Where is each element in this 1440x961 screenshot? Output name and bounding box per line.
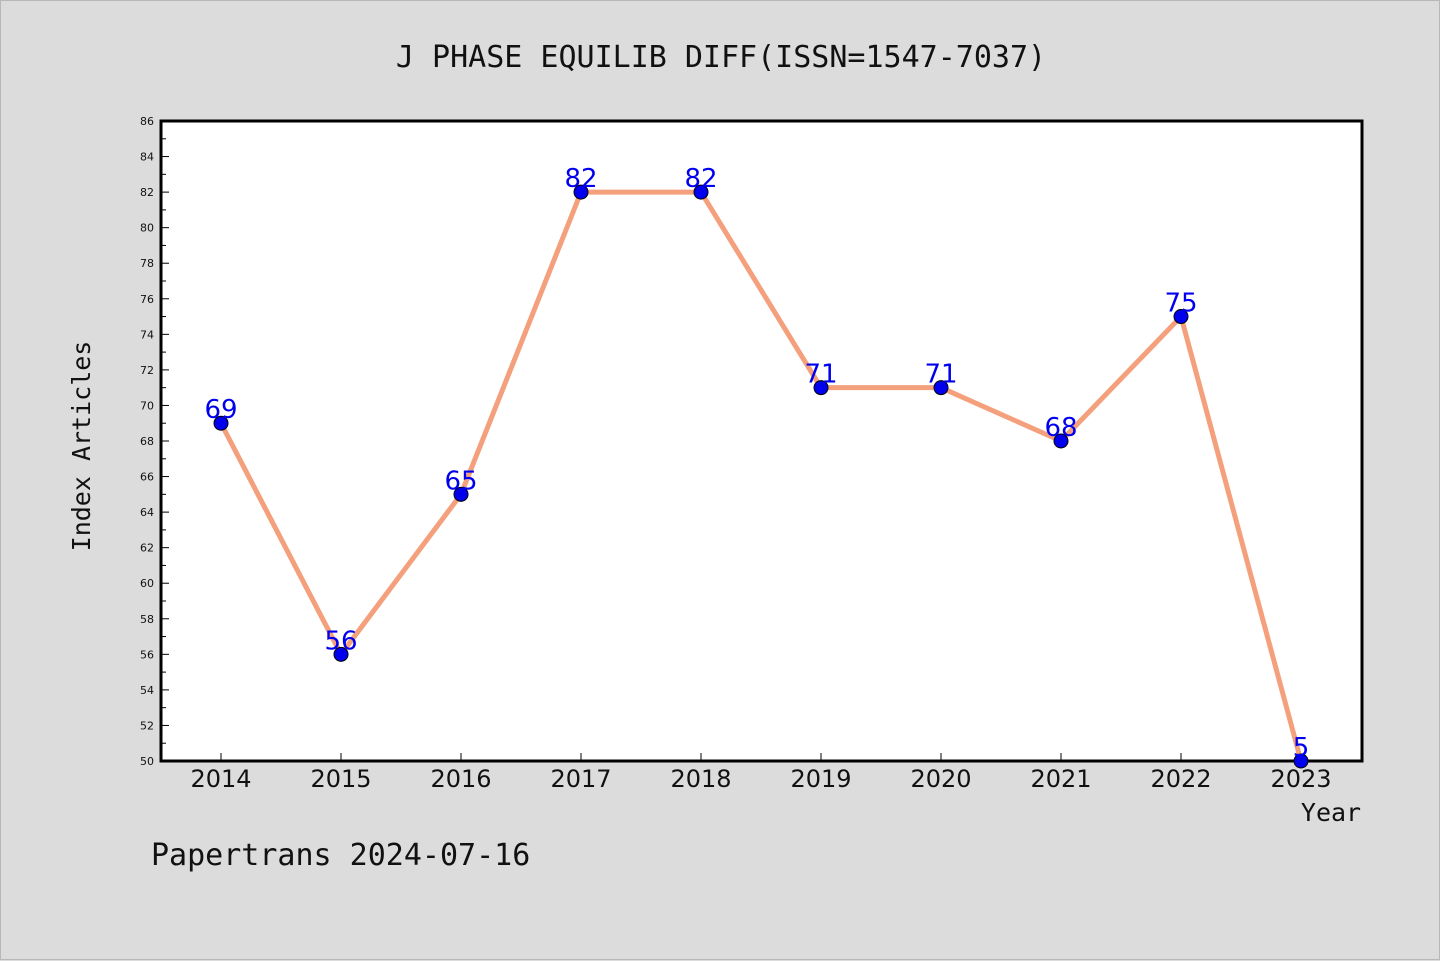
y-tick-label: 74 bbox=[140, 328, 154, 341]
y-tick-label: 52 bbox=[140, 719, 154, 732]
y-tick-label: 78 bbox=[140, 257, 154, 270]
data-label: 82 bbox=[564, 164, 597, 194]
data-point bbox=[933, 380, 949, 396]
markers-group bbox=[213, 184, 1309, 769]
y-tick-label: 68 bbox=[140, 435, 154, 448]
y-tick-label: 60 bbox=[140, 577, 154, 590]
x-tick-label: 2017 bbox=[550, 765, 611, 793]
data-point bbox=[693, 184, 709, 200]
data-label: 68 bbox=[1044, 413, 1077, 443]
x-tick-label: 2020 bbox=[910, 765, 971, 793]
data-label: 56 bbox=[324, 626, 357, 656]
data-point bbox=[813, 380, 829, 396]
data-label: 82 bbox=[684, 164, 717, 194]
series-line-group bbox=[218, 189, 1304, 762]
x-tick-label: 2019 bbox=[790, 765, 851, 793]
data-point bbox=[453, 486, 469, 502]
data-point bbox=[213, 415, 229, 431]
x-tick-label: 2023 bbox=[1270, 765, 1331, 793]
y-tick-label: 86 bbox=[140, 115, 154, 128]
x-axis: 2014 2015 2016 2017 2018 2019 2020 2021 2022 2023 bbox=[190, 753, 1332, 793]
data-point bbox=[1293, 753, 1309, 769]
y-tick-label: 82 bbox=[140, 186, 154, 199]
y-tick-label: 66 bbox=[140, 471, 154, 484]
x-tick-label: 2015 bbox=[310, 765, 371, 793]
x-tick-label: 2021 bbox=[1030, 765, 1091, 793]
data-label: 69 bbox=[204, 395, 237, 425]
data-point bbox=[573, 184, 589, 200]
y-tick-label: 84 bbox=[140, 151, 154, 164]
x-tick-label: 2022 bbox=[1150, 765, 1211, 793]
data-labels-group: 69 56 65 82 82 71 71 68 75 5 bbox=[204, 164, 1309, 763]
y-axis: 50 52 54 56 58 60 62 64 66 68 70 72 74 76 78 80 82 84 86 bbox=[140, 115, 169, 768]
y-tick-label: 50 bbox=[140, 755, 154, 768]
data-label: 65 bbox=[444, 466, 477, 496]
data-label: 75 bbox=[1164, 289, 1197, 319]
data-label: 71 bbox=[804, 360, 837, 390]
y-tick-label: 70 bbox=[140, 399, 154, 412]
data-point bbox=[333, 646, 349, 662]
y-tick-label: 76 bbox=[140, 293, 154, 306]
y-tick-label: 62 bbox=[140, 542, 154, 555]
x-tick-label: 2018 bbox=[670, 765, 731, 793]
data-point bbox=[1053, 433, 1069, 449]
y-tick-label: 54 bbox=[140, 684, 154, 697]
y-axis-title: Index Articles bbox=[67, 341, 96, 552]
x-tick-label: 2014 bbox=[190, 765, 251, 793]
y-tick-label: 56 bbox=[140, 648, 154, 661]
series-line bbox=[218, 189, 1304, 762]
y-tick-label: 80 bbox=[140, 222, 154, 235]
data-point bbox=[1173, 309, 1189, 325]
y-tick-label: 64 bbox=[140, 506, 154, 519]
footer-text: Papertrans 2024-07-16 bbox=[151, 838, 530, 873]
x-tick-label: 2016 bbox=[430, 765, 491, 793]
chart-title: J PHASE EQUILIB DIFF(ISSN=1547-7037) bbox=[396, 40, 1046, 75]
plot-area bbox=[159, 119, 1364, 763]
y-tick-label: 72 bbox=[140, 364, 154, 377]
y-tick-label: 58 bbox=[140, 613, 154, 626]
data-label: 71 bbox=[924, 360, 957, 390]
data-label: 5 bbox=[1293, 733, 1310, 763]
x-axis-title: Year bbox=[1301, 798, 1361, 827]
